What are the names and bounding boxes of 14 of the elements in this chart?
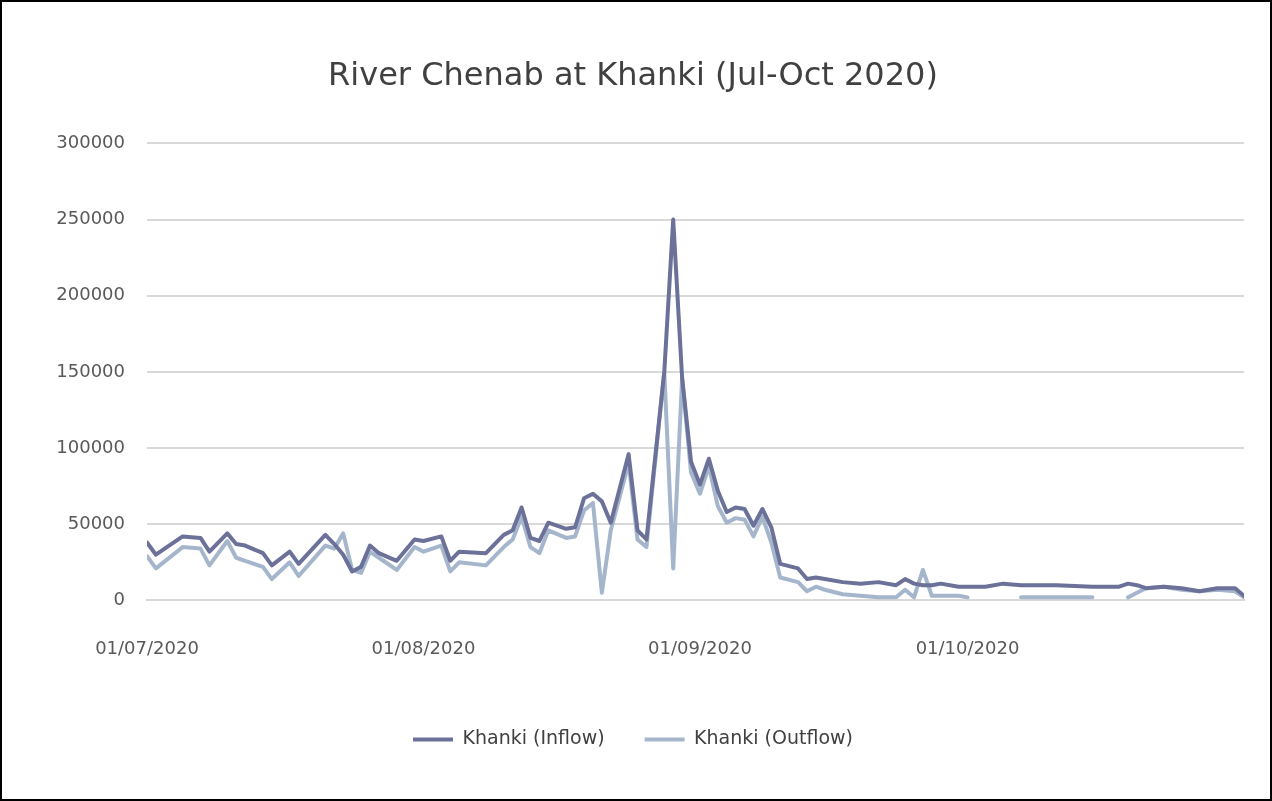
y-tick-label: 150000 bbox=[56, 359, 125, 381]
x-tick-label: 01/09/2020 bbox=[648, 636, 752, 658]
x-tick-label: 01/08/2020 bbox=[371, 636, 476, 658]
legend-label: Khanki (Outflow) bbox=[694, 726, 854, 749]
y-tick-label: 250000 bbox=[56, 207, 125, 229]
y-tick-label: 200000 bbox=[56, 283, 125, 305]
y-tick-label: 300000 bbox=[56, 131, 125, 153]
legend-label: Khanki (Inflow) bbox=[462, 726, 605, 749]
y-tick-label: 100000 bbox=[56, 435, 125, 457]
x-tick-label: 01/10/2020 bbox=[915, 636, 1020, 658]
y-tick-label: 0 bbox=[113, 588, 125, 610]
y-tick-label: 50000 bbox=[67, 511, 125, 533]
chart-title: River Chenab at Khanki (Jul-Oct 2020) bbox=[328, 54, 938, 93]
x-tick-label: 01/07/2020 bbox=[95, 636, 199, 658]
